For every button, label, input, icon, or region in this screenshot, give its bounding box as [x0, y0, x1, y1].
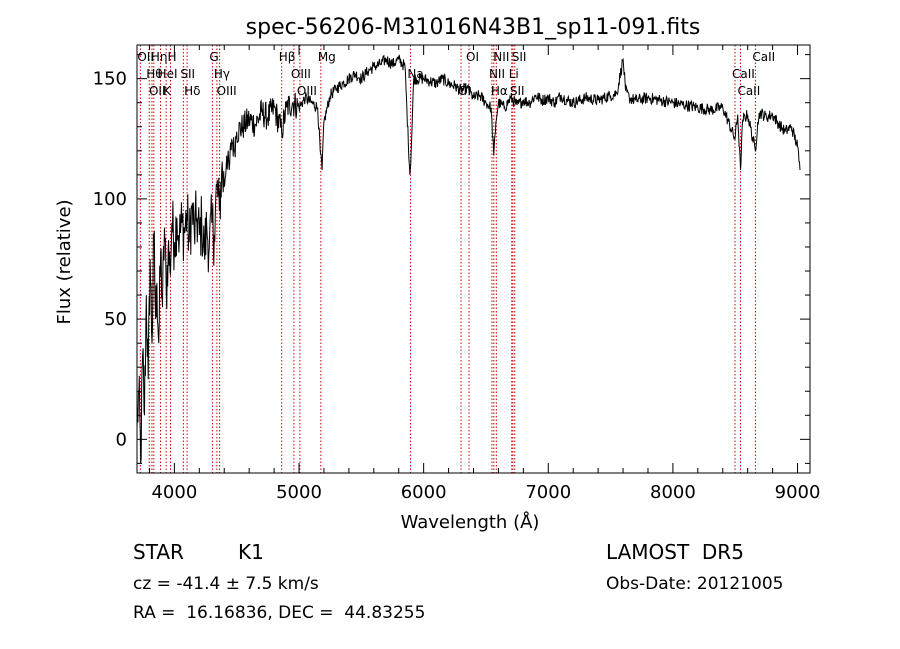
line-marker-label: Hβ	[279, 50, 296, 64]
line-marker-label: OII	[137, 50, 154, 64]
x-tick-label: 6000	[401, 482, 447, 503]
x-tick-label: 5000	[276, 482, 322, 503]
line-markers	[139, 45, 756, 473]
line-marker-label: Li	[509, 67, 519, 81]
line-marker-label: HeI	[158, 67, 178, 81]
x-tick-label: 7000	[525, 482, 571, 503]
y-tick-label: 150	[93, 69, 127, 90]
line-marker-label: OII	[149, 84, 166, 98]
line-marker-label: OIII	[291, 67, 311, 81]
line-marker-label: Hθ	[146, 67, 162, 81]
line-marker-label: SII	[512, 50, 527, 64]
subclass-label: K1	[238, 540, 264, 564]
survey-label: LAMOST DR5	[606, 540, 744, 564]
y-axis-ticks: 0 50 100 150	[93, 54, 810, 464]
line-marker-label: NII	[493, 50, 509, 64]
x-tick-label: 9000	[775, 482, 821, 503]
class-label: STAR	[133, 540, 184, 564]
line-marker-label: SII	[510, 84, 525, 98]
spectrum-line	[136, 54, 801, 464]
line-marker-label: K	[163, 84, 172, 98]
line-marker-label: Hη	[151, 50, 168, 64]
y-axis-label: Flux (relative)	[54, 199, 75, 324]
line-marker-label: CaII	[732, 67, 755, 81]
line-marker-label: OI	[466, 50, 479, 64]
x-axis-ticks: 4000 5000 6000 7000 8000 9000	[148, 45, 821, 503]
line-marker-label: CaII	[737, 84, 760, 98]
x-tick-label: 4000	[151, 482, 197, 503]
line-marker-label: OIII	[297, 84, 317, 98]
line-marker-label: SII	[180, 67, 195, 81]
line-marker-label: CaII	[752, 50, 775, 64]
x-axis-label: Wavelength (Å)	[401, 511, 540, 533]
y-tick-label: 0	[116, 429, 127, 450]
chart-title: spec-56206-M31016N43B1_sp11-091.fits	[246, 15, 701, 40]
y-tick-label: 100	[93, 189, 127, 210]
x-tick-label: 8000	[650, 482, 696, 503]
line-marker-label: OIII	[217, 84, 237, 98]
line-marker-label: NII	[489, 67, 505, 81]
line-marker-label: G	[209, 50, 218, 64]
line-marker-label: Mg	[318, 50, 336, 64]
y-tick-label: 50	[104, 309, 127, 330]
line-marker-label: H	[168, 50, 177, 64]
redshift-text: cz = -41.4 ± 7.5 km/s	[133, 574, 319, 594]
obs-date-text: Obs-Date: 20121005	[606, 574, 784, 594]
line-marker-label: Hα	[491, 84, 508, 98]
line-marker-label: Hγ	[214, 67, 230, 81]
coordinates-text: RA = 16.16836, DEC = 44.83255	[133, 603, 426, 623]
line-marker-label: Hδ	[184, 84, 200, 98]
